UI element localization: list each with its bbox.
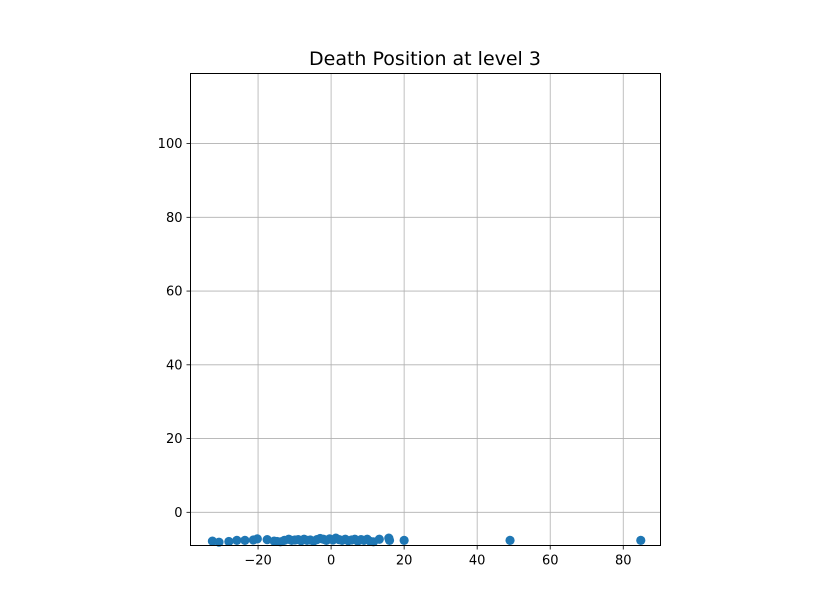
- data-point: [262, 535, 272, 545]
- x-tick-label: 0: [327, 554, 335, 569]
- plot-frame: [190, 73, 661, 546]
- data-point: [240, 535, 250, 545]
- grid: [190, 73, 661, 546]
- y-tick-label: 80: [166, 211, 183, 226]
- chart-title: Death Position at level 3: [309, 48, 541, 70]
- x-tick-label: 80: [615, 554, 632, 569]
- y-tick-label: 40: [166, 358, 183, 373]
- y-axis-ticks: 0 20 40 60 80 100: [158, 137, 191, 521]
- data-point: [374, 534, 384, 544]
- data-points: [207, 533, 646, 547]
- data-point: [384, 535, 395, 545]
- y-tick-label: 60: [166, 285, 183, 300]
- data-point: [399, 535, 409, 545]
- x-tick-label: 60: [542, 554, 559, 569]
- data-point: [636, 535, 646, 545]
- y-tick-label: 20: [166, 432, 183, 447]
- x-tick-label: −20: [244, 554, 271, 569]
- x-axis-ticks: −20 0 20 40 60 80: [244, 545, 632, 569]
- data-point: [232, 535, 242, 545]
- y-tick-label: 0: [174, 506, 182, 521]
- data-point: [252, 534, 262, 544]
- data-point: [505, 535, 515, 545]
- y-tick-label: 100: [158, 137, 183, 152]
- data-point: [214, 537, 224, 547]
- x-tick-label: 20: [396, 554, 413, 569]
- data-point: [224, 536, 234, 547]
- x-tick-label: 40: [469, 554, 486, 569]
